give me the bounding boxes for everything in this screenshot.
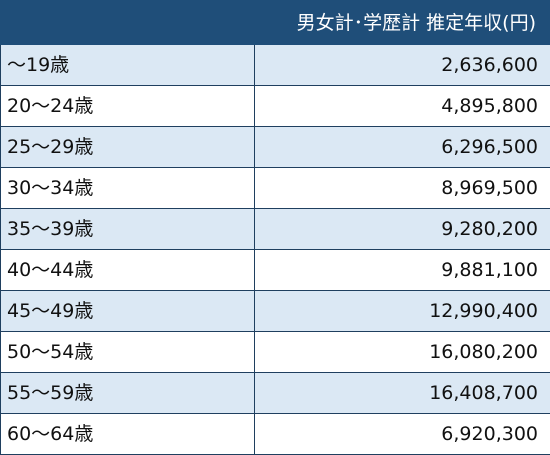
table-row: 35～39歳 9,280,200 bbox=[0, 208, 550, 250]
table-row: 30～34歳 8,969,500 bbox=[0, 167, 550, 209]
income-cell: 8,969,500 bbox=[254, 167, 550, 209]
age-cell: 30～34歳 bbox=[0, 167, 255, 209]
income-cell: 6,920,300 bbox=[254, 413, 550, 455]
age-cell: 20～24歳 bbox=[0, 85, 255, 127]
table-row: 55～59歳 16,408,700 bbox=[0, 372, 550, 414]
income-cell: 12,990,400 bbox=[254, 290, 550, 332]
table-row: ～19歳 2,636,600 bbox=[0, 44, 550, 86]
income-cell: 9,280,200 bbox=[254, 208, 550, 250]
age-cell: 55～59歳 bbox=[0, 372, 255, 414]
income-cell: 16,408,700 bbox=[254, 372, 550, 414]
age-cell: 50～54歳 bbox=[0, 331, 255, 373]
income-cell: 16,080,200 bbox=[254, 331, 550, 373]
age-cell: 60～64歳 bbox=[0, 413, 255, 455]
age-cell: 25～29歳 bbox=[0, 126, 255, 168]
table-body: ～19歳 2,636,600 20～24歳 4,895,800 25～29歳 6… bbox=[0, 44, 550, 455]
header-row: 男女計･学歴計 推定年収(円) bbox=[0, 0, 550, 45]
table-row: 25～29歳 6,296,500 bbox=[0, 126, 550, 168]
income-cell: 9,881,100 bbox=[254, 249, 550, 291]
age-cell: 35～39歳 bbox=[0, 208, 255, 250]
table-row: 20～24歳 4,895,800 bbox=[0, 85, 550, 127]
header-age bbox=[0, 0, 255, 45]
header-income: 男女計･学歴計 推定年収(円) bbox=[254, 0, 550, 45]
income-cell: 2,636,600 bbox=[254, 44, 550, 86]
income-cell: 6,296,500 bbox=[254, 126, 550, 168]
table-row: 45～49歳 12,990,400 bbox=[0, 290, 550, 332]
table-header: 男女計･学歴計 推定年収(円) bbox=[0, 0, 550, 45]
age-cell: ～19歳 bbox=[0, 44, 255, 86]
age-cell: 40～44歳 bbox=[0, 249, 255, 291]
table-row: 60～64歳 6,920,300 bbox=[0, 413, 550, 455]
age-cell: 45～49歳 bbox=[0, 290, 255, 332]
table-row: 40～44歳 9,881,100 bbox=[0, 249, 550, 291]
income-cell: 4,895,800 bbox=[254, 85, 550, 127]
table-row: 50～54歳 16,080,200 bbox=[0, 331, 550, 373]
